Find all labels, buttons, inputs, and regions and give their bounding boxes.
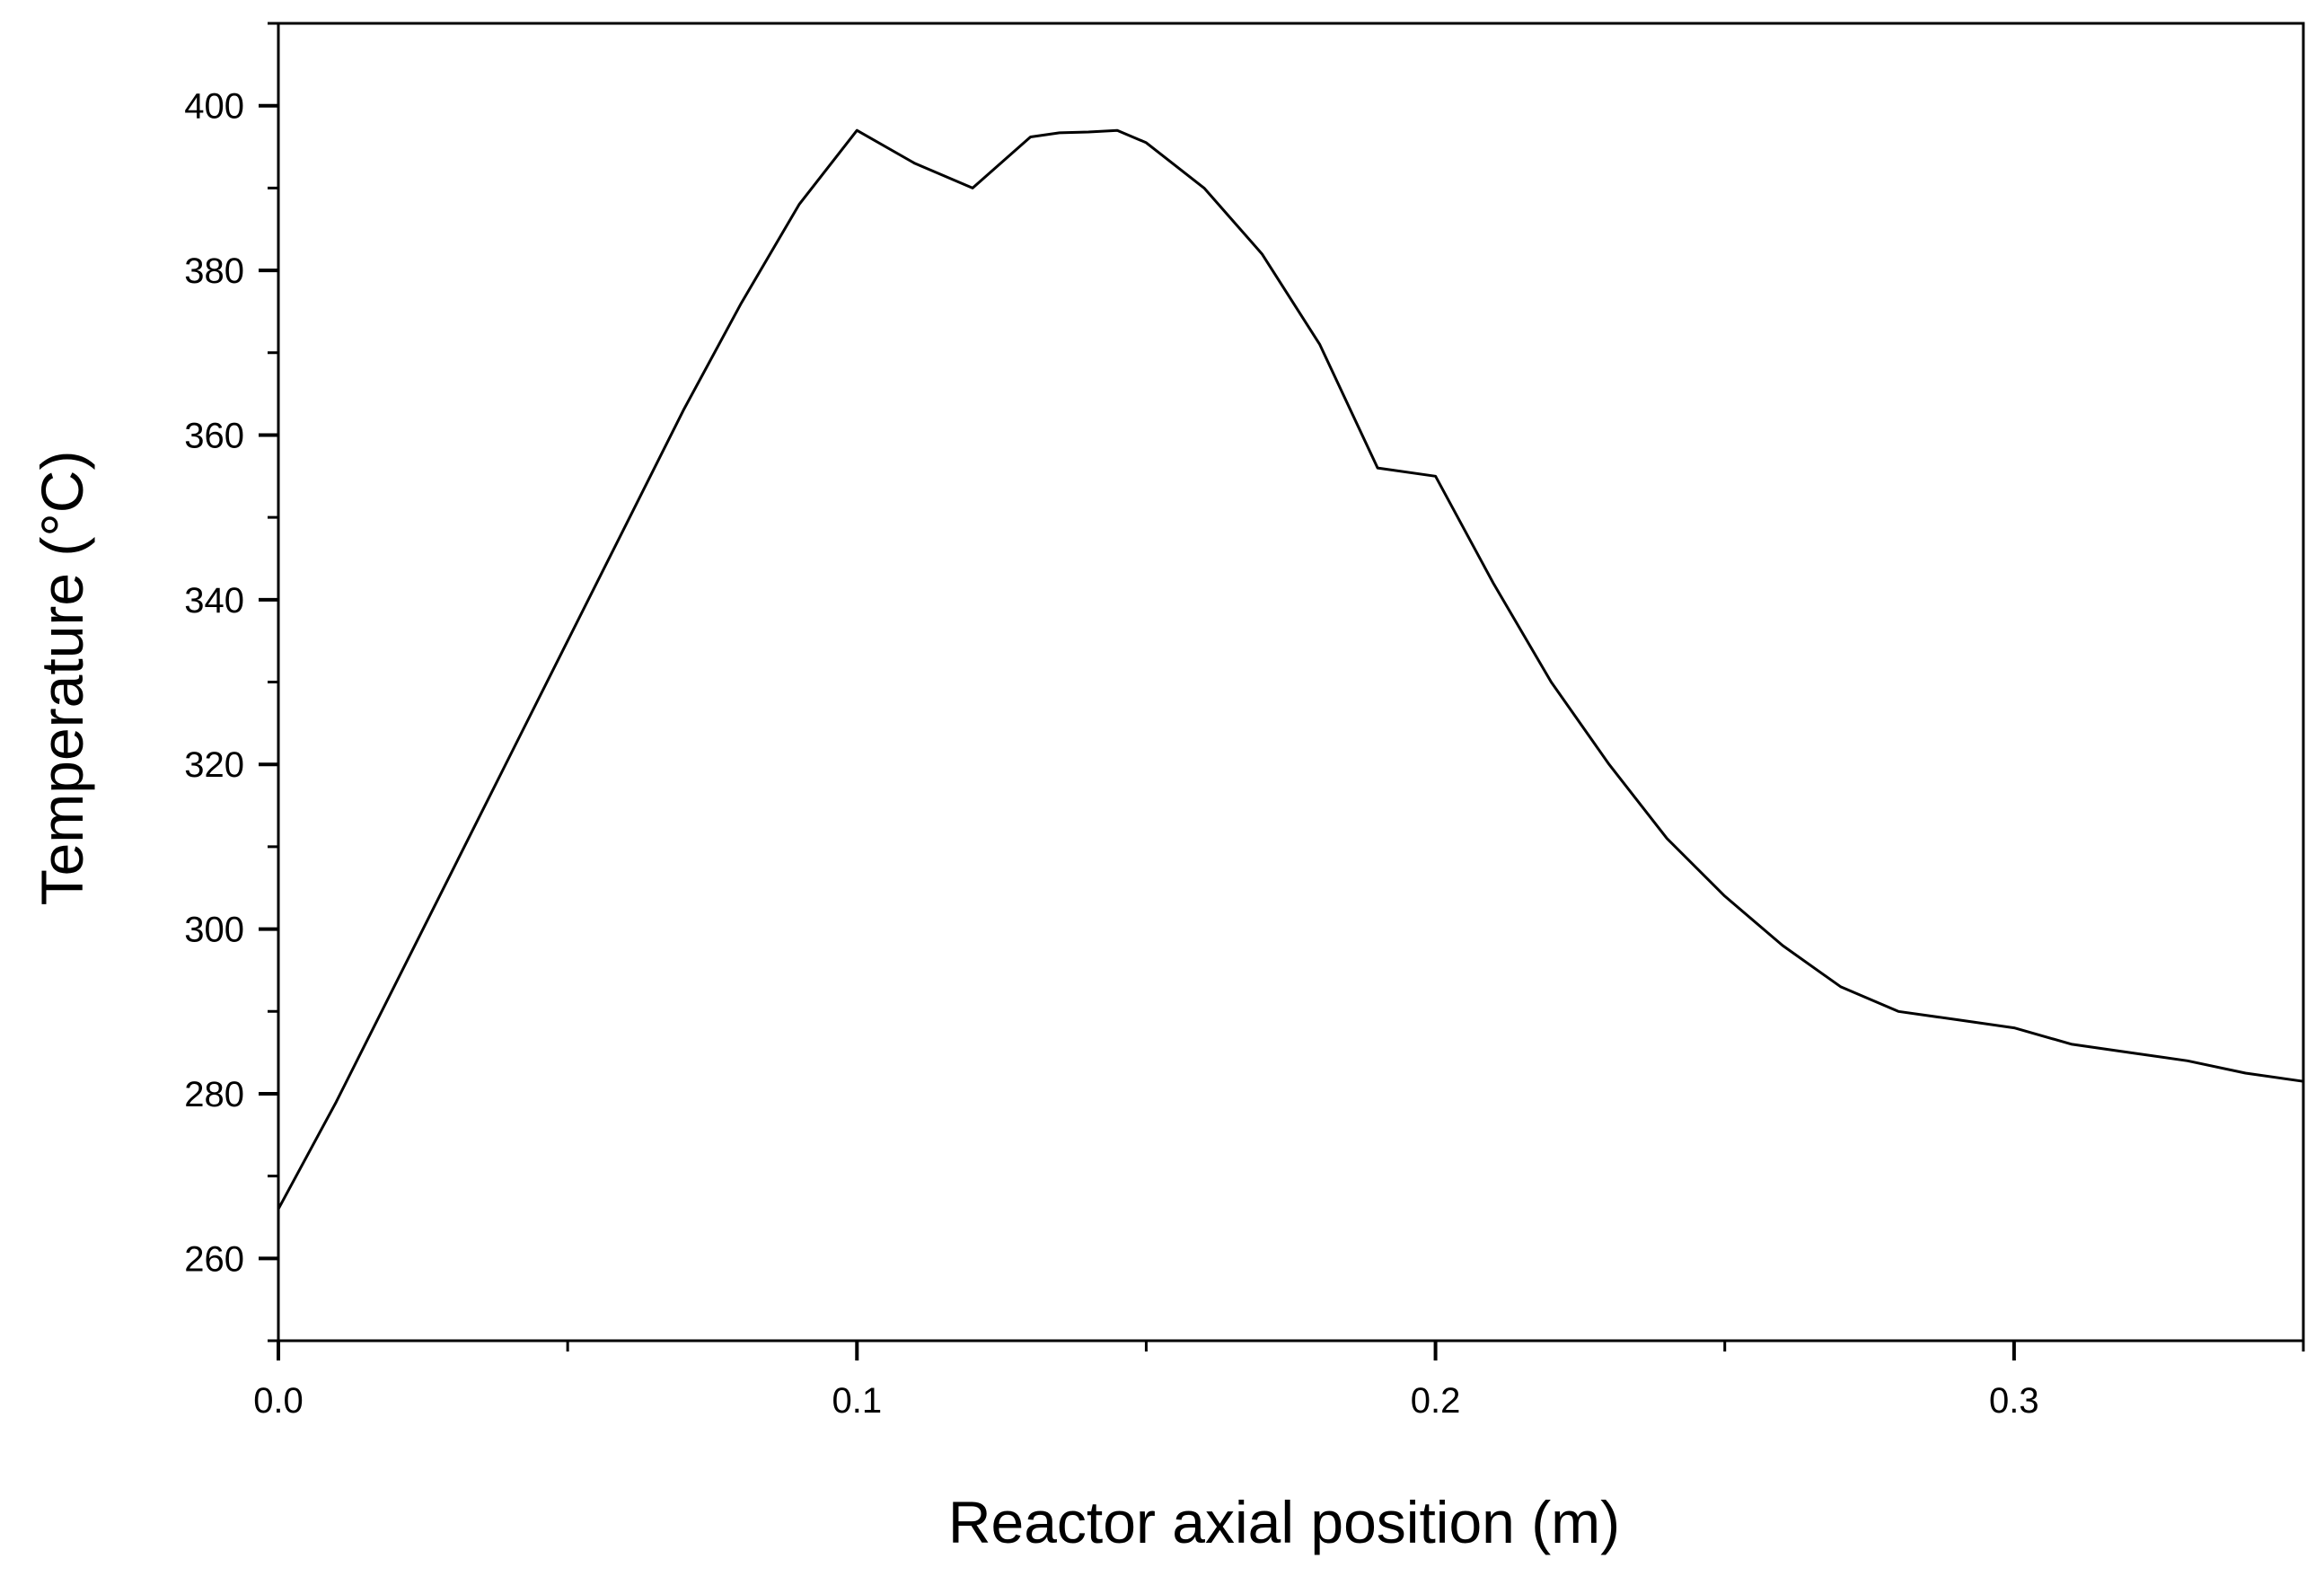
y-axis-title: Temperature (°C) — [29, 451, 95, 906]
y-tick-label: 260 — [184, 1239, 244, 1279]
plot-frame — [277, 22, 2305, 1343]
x-tick-label: 0.2 — [1411, 1381, 1461, 1421]
plot-border — [277, 22, 2305, 1343]
x-axis-ticks: 0.0 0.1 0.2 0.3 — [253, 1341, 2305, 1421]
y-tick-label: 340 — [184, 581, 244, 621]
x-tick-label: 0.1 — [832, 1381, 882, 1421]
y-tick-label: 380 — [184, 251, 244, 291]
y-tick-label: 320 — [184, 745, 244, 785]
x-tick-label: 0.0 — [253, 1381, 304, 1421]
y-tick-label: 400 — [184, 87, 244, 127]
x-axis-title: Reactor axial position (m) — [948, 1489, 1620, 1555]
x-tick-label: 0.3 — [1989, 1381, 2039, 1421]
temperature-line — [277, 128, 2304, 1211]
y-tick-label: 300 — [184, 911, 244, 950]
y-tick-label: 360 — [184, 416, 244, 455]
y-tick-label: 280 — [184, 1075, 244, 1114]
y-axis-ticks: 260 280 300 320 340 360 380 400 — [184, 22, 278, 1343]
series-layer — [277, 128, 2304, 1211]
